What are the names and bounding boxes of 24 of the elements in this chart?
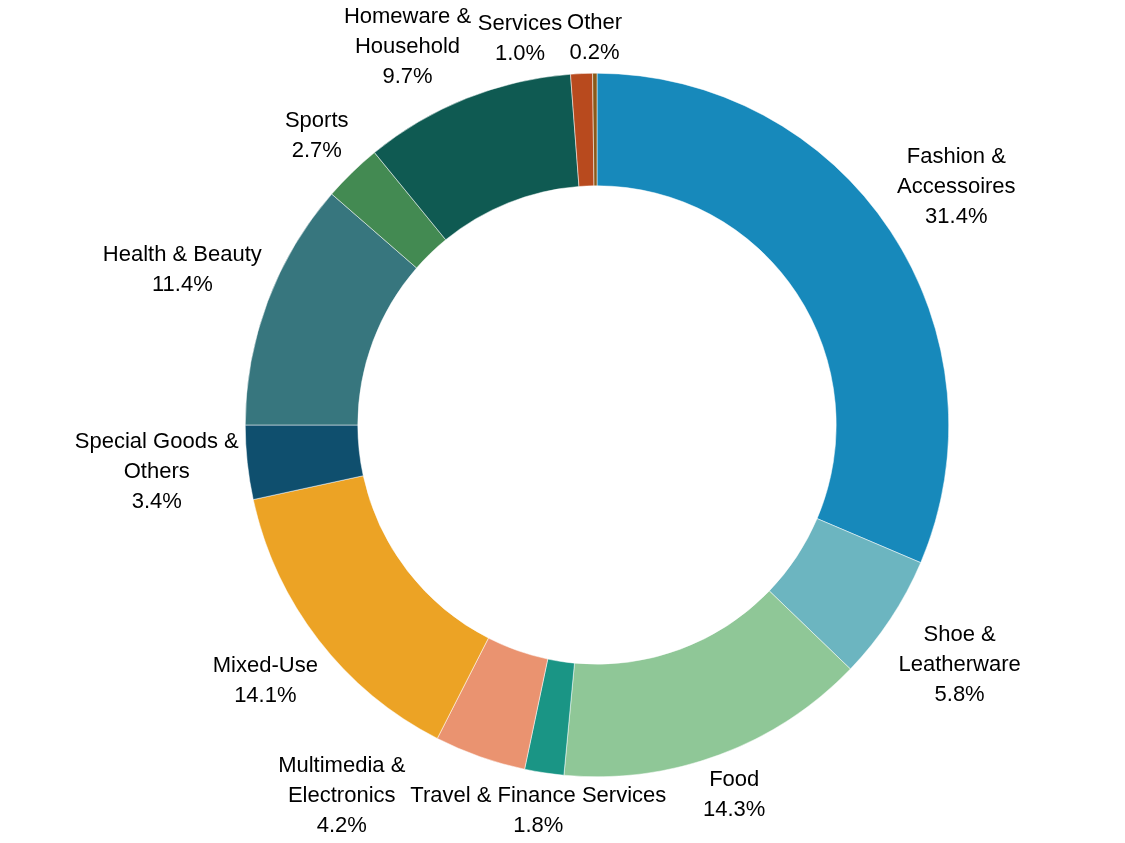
slice-label: Other [567, 9, 623, 35]
data-label: 1.0% [494, 39, 546, 65]
data-label: 4.2% [316, 812, 367, 838]
data-label: 9.7% [382, 63, 433, 89]
slice-label: Food [709, 766, 760, 792]
slice-label: Multimedia & Electronics [278, 752, 406, 808]
slice-label: Homeware & Household [343, 3, 472, 59]
slice-label: Mixed-Use [212, 651, 318, 677]
data-label: 2.7% [291, 136, 342, 162]
data-label: 31.4% [925, 203, 988, 229]
slice-label: Travel & Finance Services [410, 782, 667, 808]
data-label: 14.1% [234, 681, 297, 707]
slice-label: Sports [284, 106, 349, 132]
data-label: 1.8% [513, 812, 564, 838]
data-label: 0.2% [569, 39, 620, 65]
slice-label: Health & Beauty [102, 240, 262, 266]
slice-label: Services [477, 9, 563, 35]
data-label: 11.4% [151, 270, 213, 296]
data-label: 5.8% [934, 680, 985, 706]
slice-label: Shoe & Leatherware [898, 620, 1021, 676]
slice-label: Fashion & Accessoires [896, 143, 1016, 199]
slice-label: Special Goods & Others [74, 428, 240, 484]
data-label: 3.4% [131, 488, 182, 514]
data-label: 14.3% [703, 796, 766, 822]
